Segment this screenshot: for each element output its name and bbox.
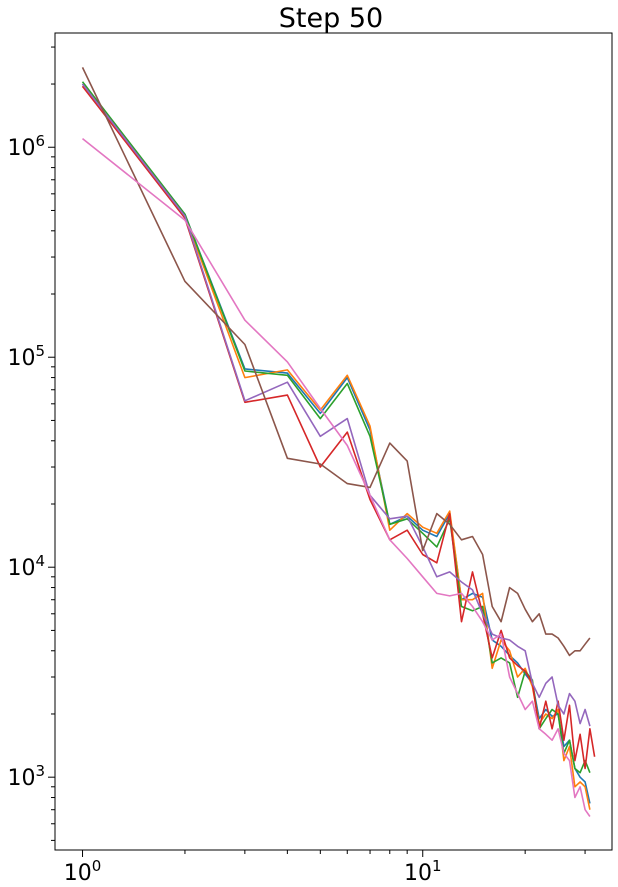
series-line-5 — [81, 83, 591, 727]
series-line-6 — [81, 67, 591, 657]
x-tick-label: 101 — [404, 857, 442, 886]
series-line-4 — [81, 85, 596, 770]
chart-title: Step 50 — [279, 3, 383, 34]
x-axis: 100 101 — [64, 850, 586, 886]
y-tick-label: 106 — [7, 132, 45, 161]
y-tick-label: 105 — [7, 342, 45, 371]
y-tick-label: 103 — [7, 762, 45, 791]
series-line-2 — [81, 85, 591, 810]
series-line-7 — [82, 137, 591, 817]
x-tick-label: 100 — [64, 857, 102, 886]
y-tick-label: 104 — [7, 552, 45, 581]
plot-area — [81, 67, 596, 817]
plot-frame — [54, 32, 613, 851]
series-line-1 — [81, 83, 591, 804]
y-axis: 103 104 105 106 — [7, 46, 55, 841]
